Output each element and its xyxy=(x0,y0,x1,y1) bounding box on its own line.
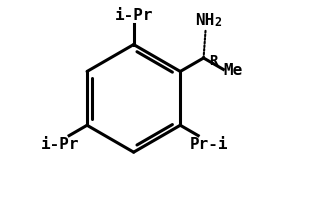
Text: Pr-i: Pr-i xyxy=(189,137,228,152)
Text: i-Pr: i-Pr xyxy=(41,137,79,152)
Text: i-Pr: i-Pr xyxy=(114,8,153,23)
Text: Me: Me xyxy=(223,63,242,77)
Text: NH: NH xyxy=(195,13,214,28)
Text: 2: 2 xyxy=(214,16,221,28)
Text: R: R xyxy=(209,54,217,68)
